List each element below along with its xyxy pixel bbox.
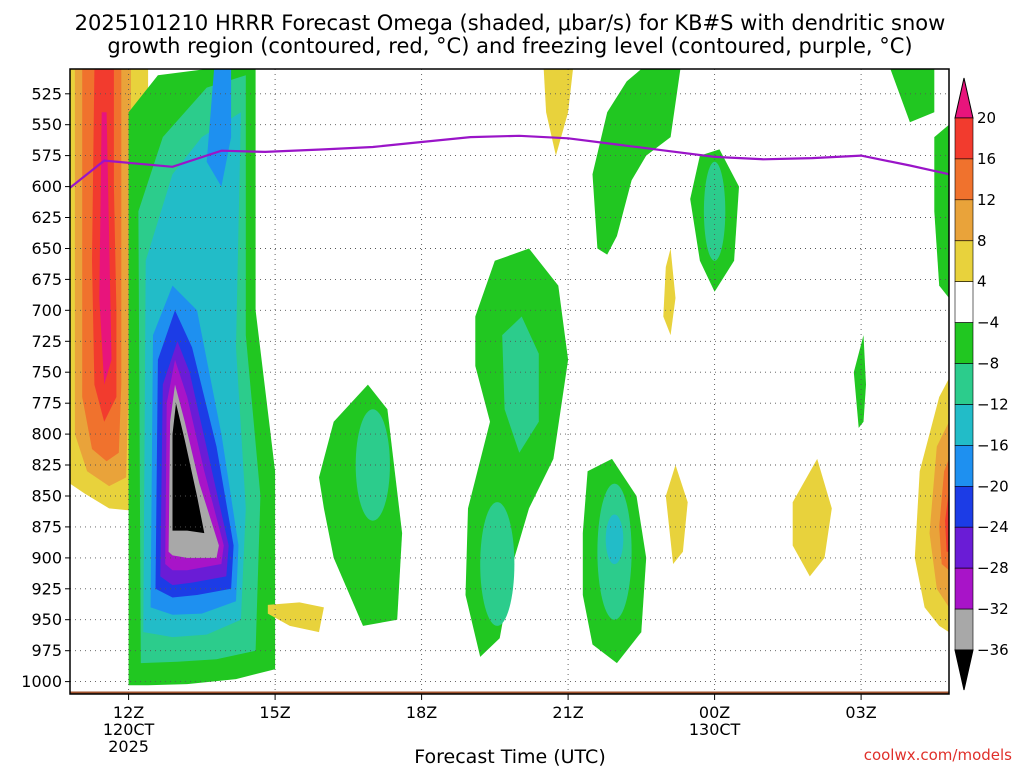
omega-fill-green-03z-upper [890, 69, 935, 123]
ground-strip [70, 691, 949, 694]
x-tick-label: 21Z [552, 703, 583, 722]
colorbar-tick-label: 20 [977, 109, 996, 127]
y-tick-label: 900 [31, 548, 62, 567]
omega-fill-yellow-20z-top [543, 69, 573, 156]
omega-fill-green-right [934, 124, 949, 298]
colorbar-bin [954, 240, 974, 283]
colorbar-tick-label: −4 [977, 314, 999, 332]
grid-lines [70, 69, 949, 694]
y-tick-label: 875 [31, 517, 62, 536]
freezing-level-line [70, 134, 949, 189]
colorbar-bin [954, 608, 974, 651]
colorbar-bin [954, 567, 974, 610]
colorbar-tick-label: −20 [977, 477, 1009, 495]
colorbar-tick-label: −16 [977, 436, 1009, 454]
omega-fill-green-20z-inner [502, 316, 539, 453]
colorbar-tick-label: 16 [977, 150, 996, 168]
credit-text: coolwx.com/models [864, 746, 1012, 764]
plot-frame [69, 68, 950, 695]
x-axis-label: Forecast Time (UTC) [414, 746, 605, 768]
colorbar-tick-label: −32 [977, 600, 1009, 618]
x-tick-label: 2025 [108, 737, 149, 756]
colorbar-bin [954, 445, 974, 487]
omega-fill-sink-m16-top [206, 69, 232, 187]
colorbar-bin [954, 158, 974, 201]
plot-area [70, 69, 949, 694]
omega-fill-sink-black [172, 403, 205, 534]
colorbar: 20 16 12 8 4 −4 −8 −12 −16 −20 −24 −28 −32 −36 [954, 77, 1009, 691]
colorbar-tick-label: 8 [977, 232, 987, 250]
y-tick-label: 925 [31, 579, 62, 598]
colorbar-tick-label: −36 [977, 641, 1009, 659]
y-tick-label: 950 [31, 610, 62, 629]
y-tick-label: 850 [31, 487, 62, 506]
y-tick-label: 750 [31, 363, 62, 382]
omega-fill-yellow-02z [792, 458, 832, 577]
colorbar-top-arrow [954, 77, 974, 119]
omega-fill-green-19z-lower [480, 502, 515, 626]
title-line-1: 2025101210 HRRR Forecast Omega (shaded, … [75, 11, 946, 35]
colorbar-bin [954, 281, 974, 323]
x-tick-label: 15Z [259, 703, 290, 722]
omega-fill-green-17z-inner [355, 409, 390, 521]
x-tick-label: 130CT [689, 720, 741, 739]
y-tick-label: 600 [31, 177, 62, 196]
colorbar-tick-label: −12 [977, 396, 1009, 414]
colorbar-bin [954, 363, 974, 405]
colorbar-bin [954, 199, 974, 242]
x-tick-label: 12Z [113, 703, 144, 722]
colorbar-tick-label: −24 [977, 518, 1009, 536]
y-tick-label: 650 [31, 239, 62, 258]
y-tick-label: 675 [31, 270, 62, 289]
colorbar-tick-label: 4 [977, 273, 987, 291]
omega-fill-green-00z-inner [703, 161, 726, 261]
y-tick-label: 575 [31, 146, 62, 165]
colorbar-bottom-arrow [954, 649, 974, 691]
x-tick-label: 18Z [406, 703, 437, 722]
x-tick-label: 00Z [699, 703, 730, 722]
y-tick-label: 725 [31, 332, 62, 351]
y-tick-label: 700 [31, 301, 62, 320]
colorbar-bin [954, 404, 974, 446]
colorbar-tick-label: 12 [977, 191, 996, 209]
colorbar-bin [954, 117, 974, 160]
y-tick-label: 550 [31, 115, 62, 134]
y-tick-label: 775 [31, 394, 62, 413]
colorbar-bin [954, 322, 974, 364]
x-tick-label: 120CT [103, 720, 155, 739]
x-tick-label: 03Z [845, 703, 876, 722]
omega-fill-green-22z-core [605, 514, 624, 565]
title-line-2: growth region (contoured, red, °C) and f… [107, 34, 912, 58]
omega-fill-yellow-23z-low [665, 465, 688, 564]
colorbar-tick-label: −28 [977, 559, 1009, 577]
y-tick-label: 1000 [21, 672, 62, 691]
y-tick-label: 525 [31, 84, 62, 103]
omega-shading [70, 69, 949, 688]
y-tick-label: 800 [31, 425, 62, 444]
omega-fill-yellow-15z [267, 602, 324, 633]
colorbar-bin [954, 526, 974, 569]
y-axis-ticks: 525 550 575 600 625 650 675 700 725 750 775 800 825 8… [21, 84, 70, 691]
y-tick-label: 625 [31, 208, 62, 227]
omega-fill-green-22z-upper [592, 69, 681, 255]
y-tick-label: 825 [31, 456, 62, 475]
y-tick-label: 975 [31, 641, 62, 660]
omega-fill-right-16to20 [945, 489, 949, 552]
colorbar-tick-label: −8 [977, 355, 999, 373]
colorbar-bin [954, 485, 974, 528]
omega-fill-green-03z-small [853, 335, 866, 428]
omega-fill-yellow-23z [663, 248, 676, 336]
ground-strip-rect [70, 691, 949, 694]
